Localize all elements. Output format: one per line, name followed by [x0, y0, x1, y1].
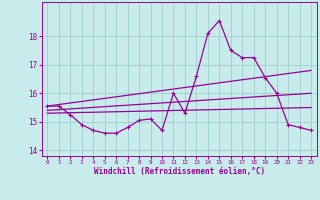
X-axis label: Windchill (Refroidissement éolien,°C): Windchill (Refroidissement éolien,°C): [94, 167, 265, 176]
